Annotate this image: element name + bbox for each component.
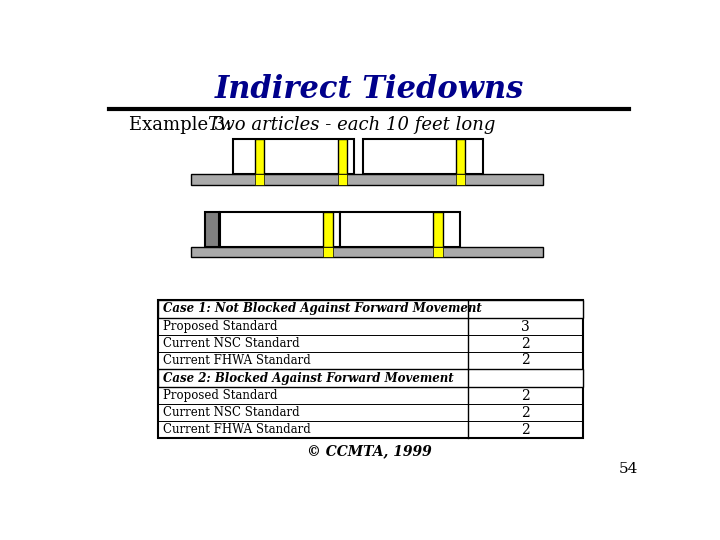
Text: 2: 2 xyxy=(521,354,530,368)
Bar xyxy=(191,174,544,185)
Text: Two articles - each 10 feet long: Two articles - each 10 feet long xyxy=(208,116,495,134)
Bar xyxy=(433,212,443,247)
Text: 2: 2 xyxy=(521,406,530,420)
Bar xyxy=(338,139,347,174)
Text: Case 1: Not Blocked Against Forward Movement: Case 1: Not Blocked Against Forward Move… xyxy=(163,302,482,315)
Text: 2: 2 xyxy=(521,423,530,437)
Text: Current NSC Standard: Current NSC Standard xyxy=(163,406,300,420)
Text: © CCMTA, 1999: © CCMTA, 1999 xyxy=(307,444,431,458)
Text: Example 3:: Example 3: xyxy=(129,116,237,134)
Text: 2: 2 xyxy=(521,389,530,403)
Text: Current FHWA Standard: Current FHWA Standard xyxy=(163,354,310,367)
Text: 54: 54 xyxy=(619,462,639,476)
Bar xyxy=(456,139,465,174)
Bar xyxy=(220,212,341,247)
Bar xyxy=(323,212,333,247)
Bar xyxy=(233,139,354,174)
Bar xyxy=(191,247,544,257)
Bar xyxy=(255,174,264,185)
Bar xyxy=(363,139,483,174)
Bar xyxy=(341,212,461,247)
Text: Case 2: Blocked Against Forward Movement: Case 2: Blocked Against Forward Movement xyxy=(163,372,454,384)
Text: Indirect Tiedowns: Indirect Tiedowns xyxy=(215,74,523,105)
Bar xyxy=(255,139,264,174)
Text: Current FHWA Standard: Current FHWA Standard xyxy=(163,423,310,436)
Bar xyxy=(456,174,465,185)
Bar xyxy=(158,369,583,387)
Text: Proposed Standard: Proposed Standard xyxy=(163,389,277,402)
Text: 2: 2 xyxy=(521,336,530,350)
Text: Current NSC Standard: Current NSC Standard xyxy=(163,337,300,350)
Bar xyxy=(338,174,347,185)
Text: 3: 3 xyxy=(521,320,530,334)
Text: Proposed Standard: Proposed Standard xyxy=(163,320,277,333)
Bar xyxy=(433,247,443,257)
Bar xyxy=(158,300,583,438)
Bar xyxy=(204,212,219,247)
Bar xyxy=(323,247,333,257)
Bar xyxy=(158,300,583,318)
